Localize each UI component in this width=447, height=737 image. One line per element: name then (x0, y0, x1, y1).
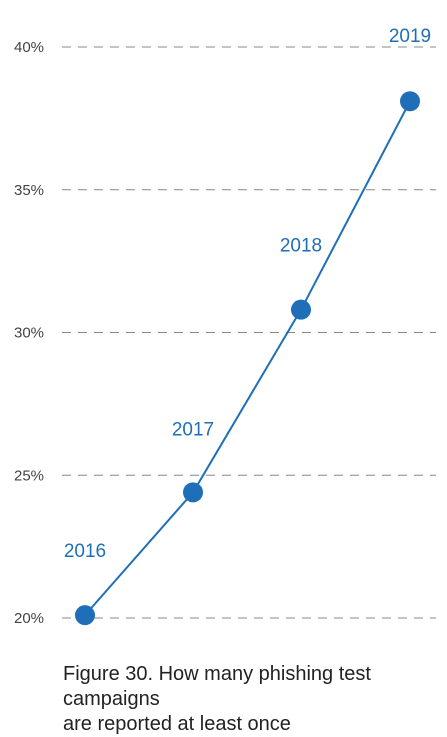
series-line (84, 100, 411, 616)
point-labels: 2016 2017 2018 2019 (64, 26, 431, 562)
y-tick-label: 35% (14, 182, 44, 199)
point-label-2019: 2019 (389, 26, 431, 47)
data-point-2018 (291, 299, 311, 320)
data-point-2019 (400, 91, 420, 112)
y-tick-label: 20% (14, 610, 44, 627)
point-label-2016: 2016 (64, 541, 106, 562)
y-tick-label: 30% (14, 325, 44, 342)
data-points (75, 91, 420, 626)
data-point-2017 (183, 482, 203, 503)
figure-caption: Figure 30. How many phishing test campai… (63, 663, 371, 735)
point-label-2017: 2017 (172, 419, 214, 440)
gridlines (62, 46, 436, 619)
line-chart: 20% 25% 30% 35% 40% 2016 2017 2018 2019 (14, 26, 436, 627)
point-label-2018: 2018 (280, 236, 322, 257)
data-point-2016 (75, 605, 95, 626)
y-tick-label: 25% (14, 467, 44, 484)
y-tick-label: 40% (14, 39, 44, 56)
y-axis-tick-labels: 20% 25% 30% 35% 40% (14, 39, 44, 627)
